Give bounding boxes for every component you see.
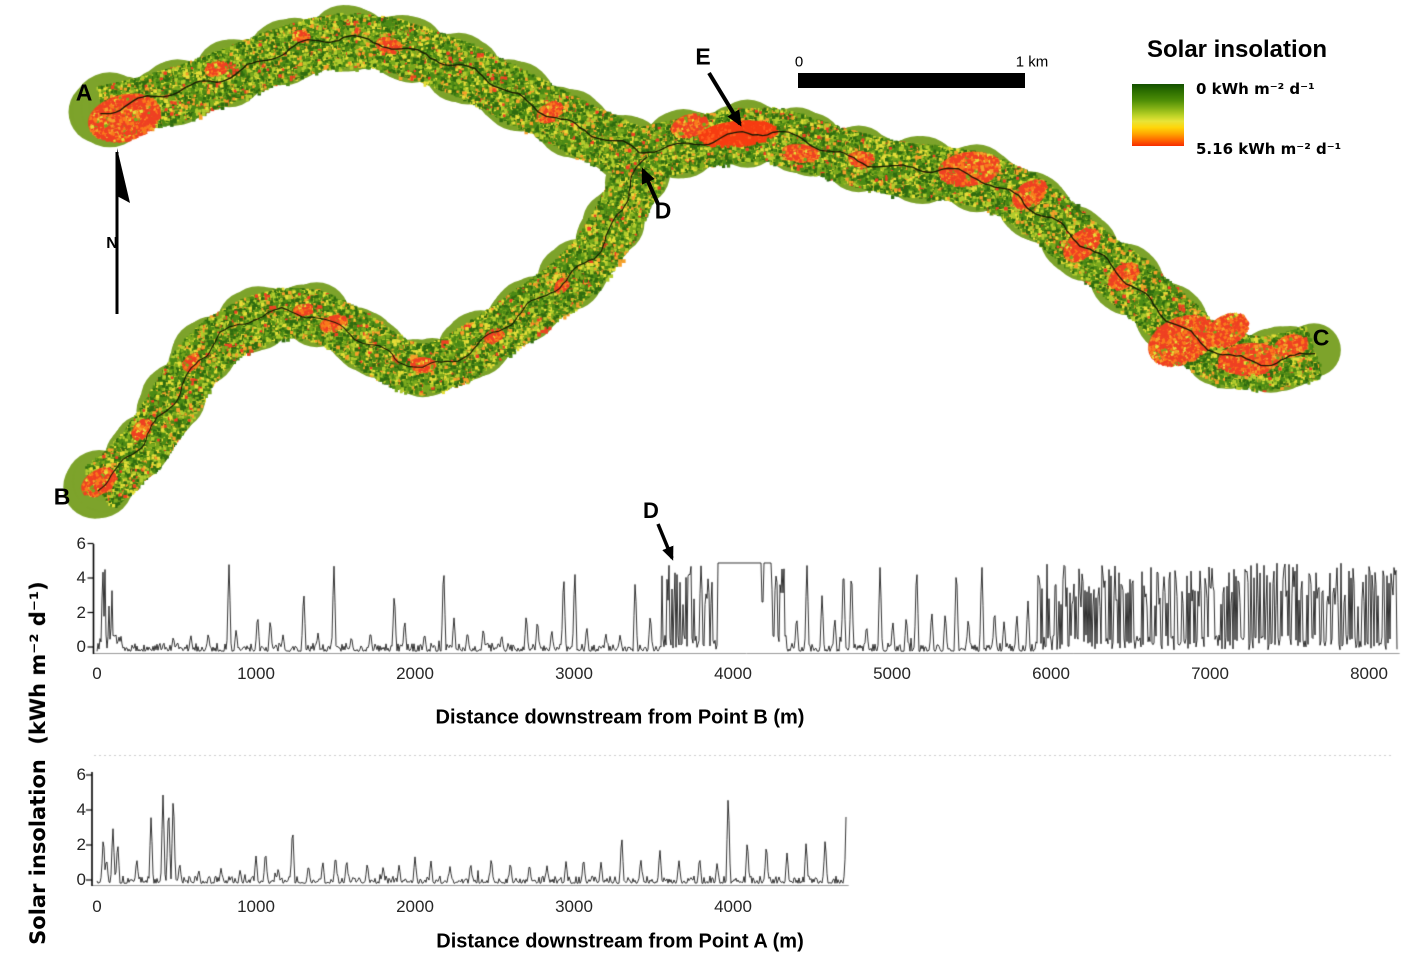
legend-max-label: 5.16 kWh m⁻² d⁻¹ (1196, 140, 1342, 158)
x-tick-label: 0 (92, 897, 102, 916)
x-tick-label: 2000 (396, 897, 434, 916)
y-tick-label: 0 (76, 637, 86, 656)
chart-b-annotation-D-label: D (643, 498, 659, 523)
x-tick-label: 8000 (1350, 664, 1388, 683)
map-panel: A B C D E N 0 1 km Solar insolation (53, 36, 1342, 510)
x-tick-label: 0 (92, 664, 102, 683)
y-tick-label: 2 (76, 602, 86, 622)
x-tick-label: 7000 (1191, 664, 1229, 683)
y-axis-title-line1: Solar insolation (26, 759, 50, 945)
x-tick-label: 1000 (237, 897, 275, 916)
north-arrow-label: N (106, 235, 118, 252)
map-point-label-A: A (75, 79, 93, 106)
scale-bar-start-label: 0 (794, 53, 804, 71)
x-tick-label: 3000 (555, 897, 593, 916)
x-tick-label: 6000 (1032, 664, 1070, 683)
y-tick-label: 0 (76, 870, 86, 889)
map-arrow-to-E-icon (707, 71, 742, 127)
y-tick-label: 6 (76, 533, 86, 553)
legend-min-label: 0 kWh m⁻² d⁻¹ (1196, 80, 1315, 98)
map-point-label-E: E (695, 43, 711, 70)
map-point-label-C: C (1312, 324, 1330, 351)
chart-b-arrow-to-D-icon (656, 523, 674, 561)
x-tick-label: 2000 (396, 664, 434, 683)
chart-b-x-axis-title: Distance downstream from Point B (m) (435, 706, 805, 729)
map-arrow-to-D-icon (641, 167, 660, 205)
legend-color-ramp (1132, 84, 1184, 146)
scale-bar-rect (798, 73, 1025, 88)
north-arrow-icon (115, 148, 130, 314)
y-tick-label: 2 (76, 835, 86, 854)
x-tick-label: 3000 (555, 664, 593, 683)
scale-bar-end-label: 1 km (1015, 53, 1049, 71)
map-point-label-D: D (654, 197, 672, 224)
map-point-label-B: B (53, 483, 71, 510)
chart-a-x-axis-title: Distance downstream from Point A (m) (436, 930, 804, 953)
y-axis-title-line2: (kWh m⁻² d⁻¹) (26, 581, 50, 745)
x-tick-label: 4000 (714, 897, 752, 916)
y-tick-label: 6 (76, 765, 86, 784)
x-tick-label: 4000 (714, 664, 752, 683)
x-tick-label: 5000 (873, 664, 911, 683)
y-tick-label: 4 (76, 568, 86, 587)
x-tick-label: 1000 (237, 664, 275, 683)
y-tick-label: 4 (76, 800, 86, 819)
legend-title: Solar insolation (1146, 36, 1328, 63)
